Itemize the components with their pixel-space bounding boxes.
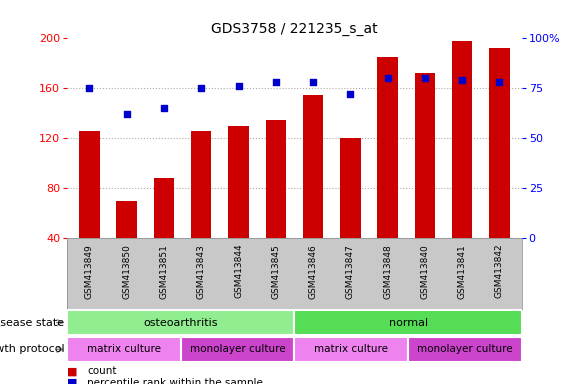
Bar (79, 131, 100, 238)
Bar (452, 41, 472, 238)
Text: GSM413842: GSM413842 (495, 244, 504, 298)
Bar (377, 57, 398, 238)
Text: matrix culture: matrix culture (87, 344, 161, 354)
Point (159, 105, 168, 111)
Point (346, 91, 355, 98)
Bar (408, 336, 522, 362)
Text: growth protocol: growth protocol (0, 344, 64, 354)
Point (458, 77, 467, 83)
Point (495, 79, 504, 85)
Text: monolayer culture: monolayer culture (417, 344, 513, 354)
Point (420, 75, 430, 81)
Text: monolayer culture: monolayer culture (189, 344, 286, 354)
Point (271, 79, 280, 85)
Text: osteoarthritis: osteoarthritis (143, 318, 218, 328)
Text: GSM413850: GSM413850 (122, 244, 131, 299)
Text: ■: ■ (67, 378, 78, 384)
Bar (303, 94, 324, 238)
Text: GSM413846: GSM413846 (308, 244, 318, 298)
Text: GSM413843: GSM413843 (196, 244, 206, 298)
Text: GSM413851: GSM413851 (160, 244, 168, 299)
Bar (67, 310, 294, 336)
Text: disease state: disease state (0, 318, 64, 328)
Bar (67, 336, 181, 362)
Bar (154, 178, 174, 238)
Bar (294, 310, 522, 336)
Title: GDS3758 / 221235_s_at: GDS3758 / 221235_s_at (211, 22, 378, 36)
Point (308, 79, 318, 85)
Point (383, 75, 392, 81)
Bar (489, 48, 510, 238)
Text: ■: ■ (67, 366, 78, 376)
Text: GSM413848: GSM413848 (383, 244, 392, 298)
Point (196, 85, 206, 91)
Bar (181, 336, 294, 362)
Bar (294, 336, 408, 362)
Bar (340, 138, 360, 238)
Bar (191, 131, 212, 238)
Bar (117, 200, 137, 238)
Text: normal: normal (388, 318, 428, 328)
Text: GSM413841: GSM413841 (458, 244, 466, 298)
Bar (229, 126, 249, 238)
Text: GSM413849: GSM413849 (85, 244, 94, 298)
Text: GSM413844: GSM413844 (234, 244, 243, 298)
Bar (265, 119, 286, 238)
Point (234, 83, 243, 89)
Text: percentile rank within the sample: percentile rank within the sample (87, 378, 264, 384)
Text: matrix culture: matrix culture (314, 344, 388, 354)
Text: count: count (87, 366, 117, 376)
Point (85, 85, 94, 91)
Point (122, 111, 131, 118)
Text: GSM413845: GSM413845 (271, 244, 280, 298)
Text: GSM413847: GSM413847 (346, 244, 355, 298)
Bar (415, 73, 435, 238)
Text: GSM413840: GSM413840 (420, 244, 429, 298)
